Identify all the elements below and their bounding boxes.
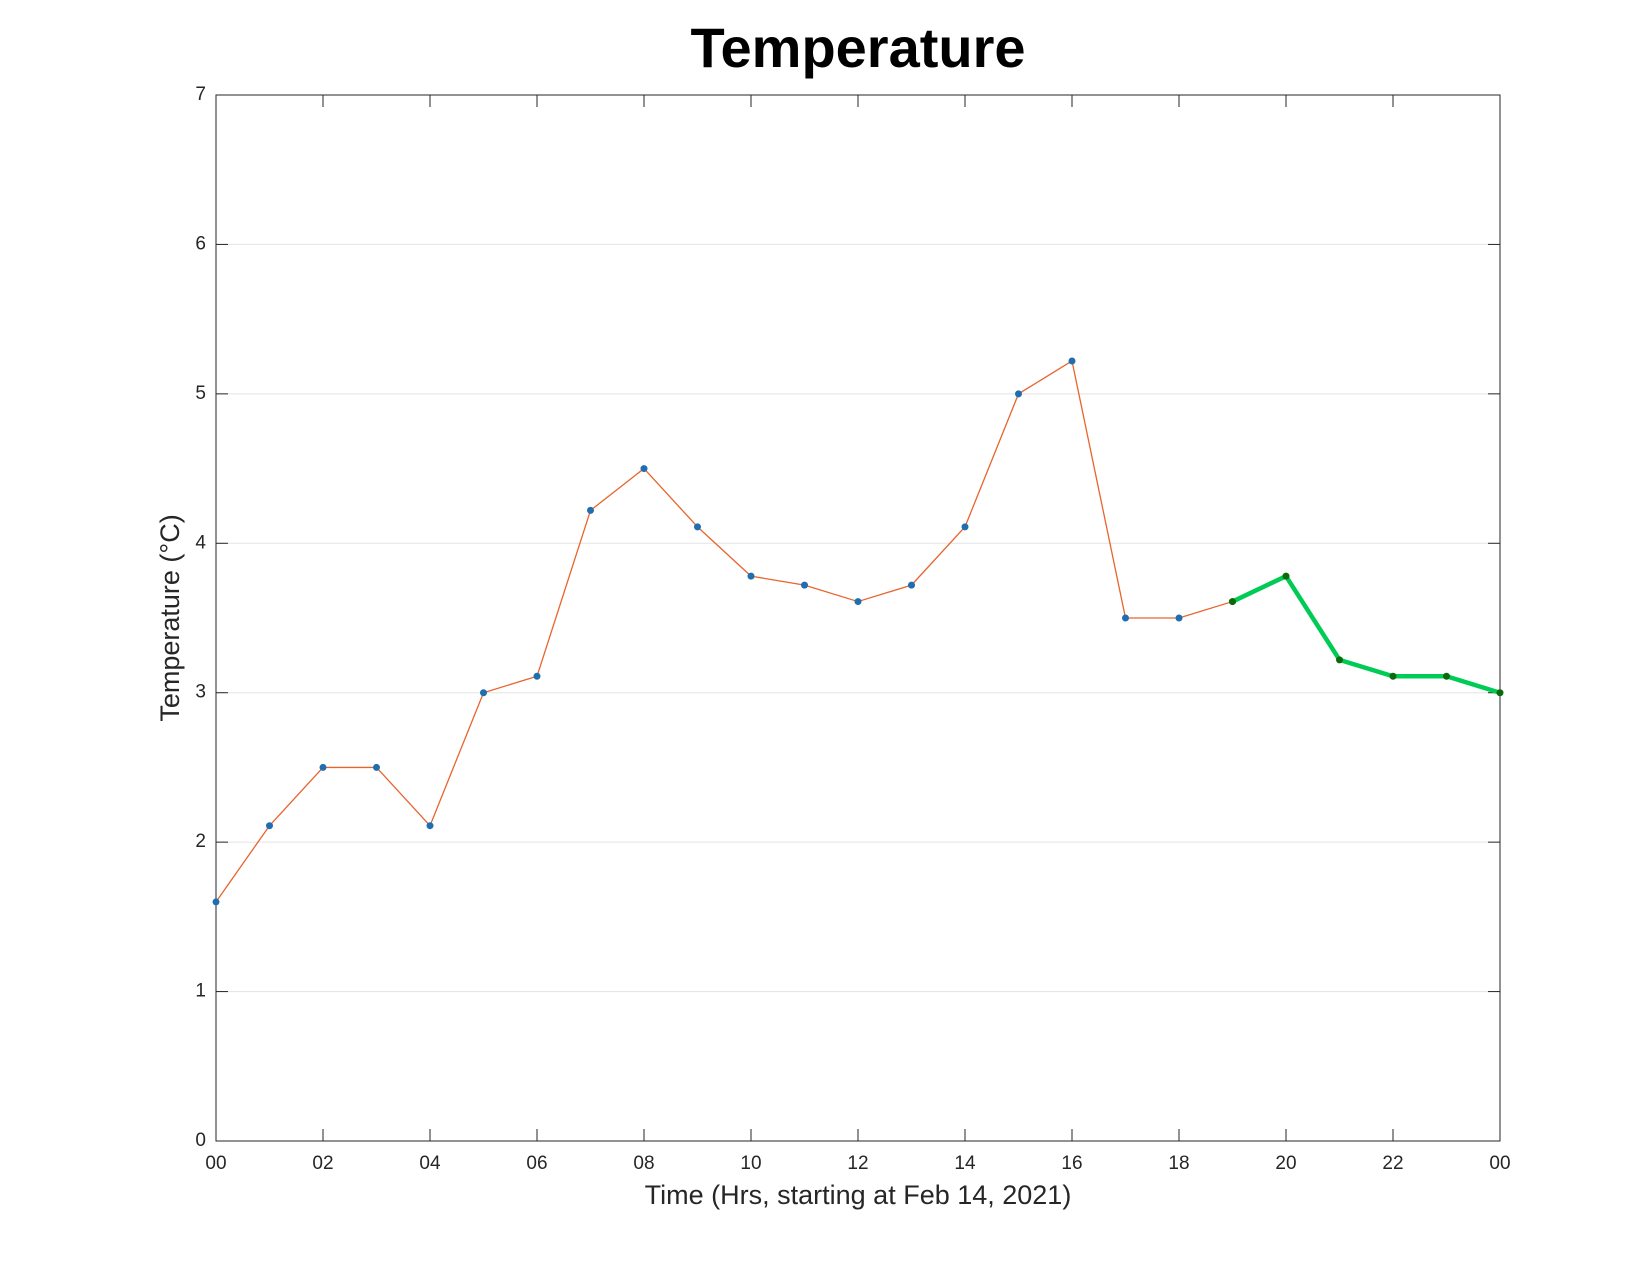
data-point	[1282, 572, 1290, 580]
x-tick-label: 10	[740, 1153, 761, 1174]
y-axis-label: Temperature (°C)	[155, 514, 185, 721]
x-tick-label: 06	[526, 1153, 547, 1174]
y-tick-label: 6	[195, 233, 206, 254]
data-point	[533, 672, 541, 680]
data-point	[1015, 390, 1022, 398]
data-point	[266, 822, 273, 830]
plot-frame	[215, 94, 1501, 1142]
data-point	[319, 763, 327, 771]
x-tick-label: 12	[847, 1153, 868, 1174]
data-point	[1336, 656, 1343, 664]
y-tick-label: 1	[195, 981, 206, 1002]
data-point	[1122, 614, 1129, 622]
data-point	[1175, 614, 1183, 622]
y-tick-label: 7	[195, 84, 206, 105]
x-tick-label: 16	[1061, 1153, 1082, 1174]
data-point	[1443, 672, 1450, 680]
y-tick-label: 4	[195, 532, 206, 553]
x-tick-label: 08	[633, 1153, 654, 1174]
data-point	[1229, 598, 1236, 606]
data-point	[373, 763, 380, 771]
data-point	[640, 465, 648, 473]
y-tick-label: 5	[195, 383, 206, 404]
x-tick-label: 22	[1382, 1153, 1403, 1174]
data-point	[212, 898, 220, 906]
data-point	[854, 598, 862, 606]
data-point	[426, 822, 434, 830]
x-tick-label: 04	[419, 1153, 441, 1174]
x-tick-label: 02	[312, 1153, 333, 1174]
data-point	[747, 572, 755, 580]
y-tick-label: 2	[195, 831, 206, 852]
data-point	[587, 506, 594, 514]
x-tick-label: 00	[205, 1153, 226, 1174]
data-point	[961, 523, 969, 531]
data-point	[694, 523, 701, 531]
data-point	[908, 581, 915, 589]
y-tick-label: 0	[195, 1130, 206, 1151]
x-tick-label: 14	[954, 1153, 976, 1174]
data-point	[1068, 357, 1076, 365]
x-tick-label: 00	[1489, 1153, 1510, 1174]
data-point	[480, 689, 487, 697]
data-point	[1496, 689, 1504, 697]
data-point	[1389, 672, 1397, 680]
x-tick-label: 20	[1275, 1153, 1296, 1174]
x-tick-label: 18	[1168, 1153, 1189, 1174]
chart-title: Temperature	[690, 16, 1025, 79]
series-line	[1231, 573, 1501, 695]
data-point	[801, 581, 808, 589]
x-axis-label: Time (Hrs, starting at Feb 14, 2021)	[645, 1180, 1072, 1210]
series-line	[215, 360, 1233, 903]
y-tick-label: 3	[195, 682, 206, 703]
